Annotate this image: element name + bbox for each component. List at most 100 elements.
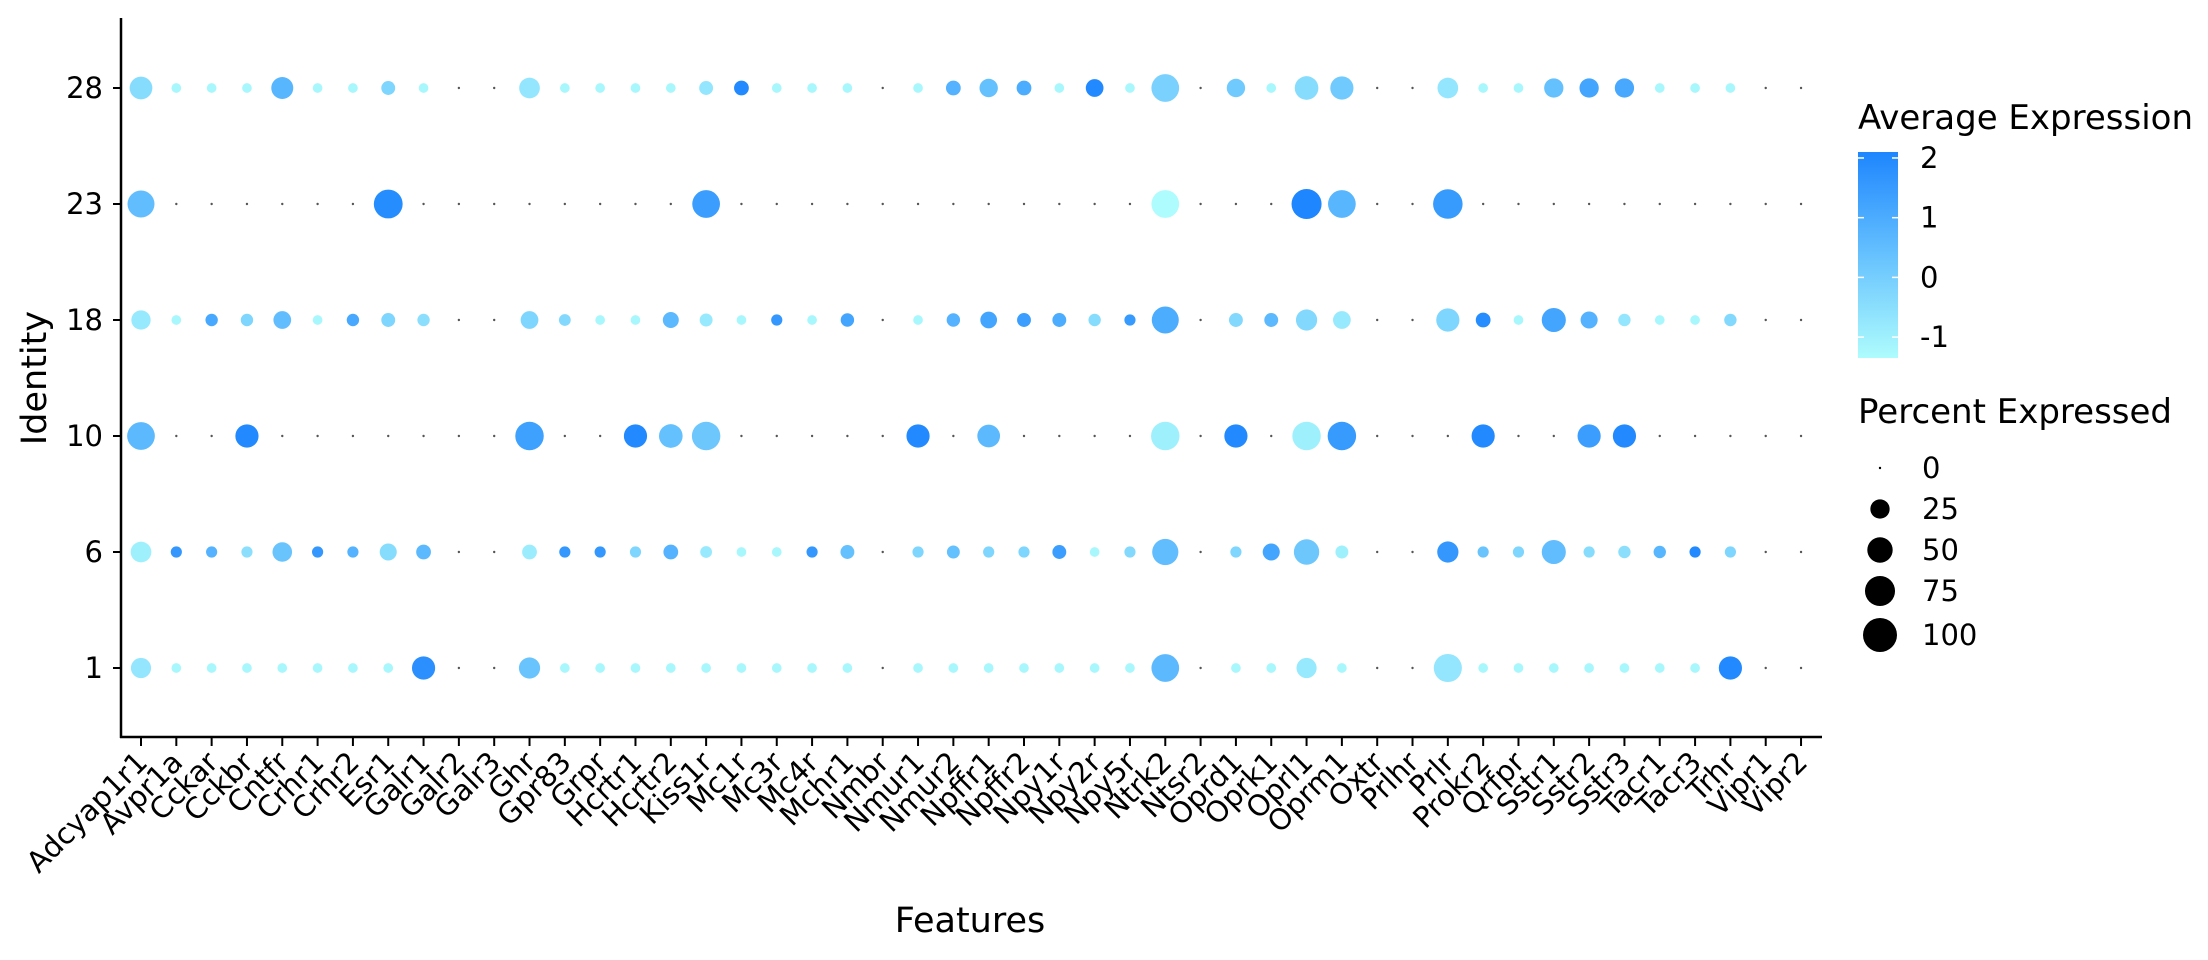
dot-ghr-23 bbox=[528, 202, 531, 206]
dot-oprk1-6 bbox=[1262, 543, 1280, 561]
dot-galr3-10 bbox=[493, 434, 496, 438]
dot-oxtr-28 bbox=[1376, 86, 1379, 90]
dot-sstr3-6 bbox=[1618, 545, 1631, 559]
dot-galr1-28 bbox=[418, 83, 429, 93]
dot-gpr83-18 bbox=[558, 314, 571, 326]
dot-hcrtr2-1 bbox=[665, 663, 676, 673]
dot-oprk1-10 bbox=[1270, 434, 1273, 438]
dot-oxtr-6 bbox=[1376, 550, 1379, 554]
dot-npy2r-28 bbox=[1085, 79, 1104, 97]
dot-hcrtr1-1 bbox=[630, 663, 641, 673]
dot-qrfpr-6 bbox=[1512, 546, 1525, 558]
dot-prlhr-23 bbox=[1411, 202, 1414, 206]
dot-hcrtr2-23 bbox=[669, 202, 672, 206]
dot-prokr2-6 bbox=[1477, 546, 1489, 558]
dot-crhr1-6 bbox=[312, 546, 324, 558]
dot-npffr2-6 bbox=[1018, 546, 1030, 558]
dot-avpr1a-18 bbox=[171, 315, 182, 325]
dot-ghr-18 bbox=[520, 311, 539, 329]
dot-prlr-23 bbox=[1433, 189, 1463, 219]
dot-qrfpr-23 bbox=[1517, 202, 1520, 206]
dot-prlr-6 bbox=[1437, 541, 1459, 563]
dot-crhr1-10 bbox=[316, 434, 319, 438]
dot-mchr1-6 bbox=[840, 545, 855, 559]
dot-esr1-10 bbox=[387, 434, 390, 438]
dot-oprl1-18 bbox=[1295, 309, 1318, 331]
dot-grpr-1 bbox=[595, 663, 606, 673]
dot-crhr2-18 bbox=[346, 313, 360, 327]
dot-galr3-18 bbox=[493, 318, 496, 322]
dot-vipr1-1 bbox=[1764, 666, 1767, 670]
x-axis-title: Features bbox=[895, 901, 1046, 941]
dot-galr2-10 bbox=[457, 434, 461, 438]
dot-npffr1-23 bbox=[987, 202, 990, 206]
dot-sstr1-28 bbox=[1544, 78, 1564, 98]
dot-prokr2-1 bbox=[1478, 663, 1489, 673]
dot-mc4r-10 bbox=[810, 434, 814, 438]
dot-galr2-6 bbox=[457, 550, 461, 554]
dot-gpr83-23 bbox=[563, 202, 567, 206]
dot-hcrtr2-18 bbox=[662, 312, 679, 328]
dot-mchr1-28 bbox=[842, 83, 853, 93]
dot-npy2r-10 bbox=[1093, 434, 1096, 438]
dot-sstr1-6 bbox=[1541, 539, 1566, 565]
dot-nmbr-6 bbox=[881, 550, 884, 554]
dot-mc4r-1 bbox=[807, 663, 817, 673]
dot-ntsr2-18 bbox=[1199, 318, 1202, 322]
dot-mc4r-28 bbox=[807, 83, 817, 93]
dot-nmbr-1 bbox=[881, 666, 884, 670]
dot-nmur2-1 bbox=[948, 663, 959, 673]
dot-gpr83-10 bbox=[563, 434, 567, 438]
dot-ntsr2-28 bbox=[1199, 86, 1202, 90]
size-legend-label: 25 bbox=[1922, 492, 1959, 526]
dot-prokr2-18 bbox=[1475, 312, 1491, 328]
dot-ghr-10 bbox=[515, 421, 544, 451]
plot-area: 28 23 18 10 6 1 Adcyap1r1Avpr1aCckarCckbrCntf… bbox=[20, 18, 1822, 879]
dot-hcrtr1-28 bbox=[630, 83, 641, 93]
dot-galr2-18 bbox=[457, 318, 461, 322]
dot-tacr3-18 bbox=[1690, 315, 1700, 325]
dot-vipr1-6 bbox=[1764, 550, 1767, 554]
dot-cckar-23 bbox=[210, 202, 213, 206]
dot-npffr1-1 bbox=[983, 663, 994, 673]
dot-prokr2-10 bbox=[1471, 424, 1495, 448]
dot-ghr-28 bbox=[519, 77, 540, 99]
dot-prokr2-23 bbox=[1481, 202, 1485, 206]
dot-npy5r-10 bbox=[1128, 434, 1132, 438]
dot-oprm1-23 bbox=[1328, 190, 1356, 218]
dot-tacr1-6 bbox=[1653, 545, 1666, 559]
dot-mc4r-23 bbox=[810, 202, 814, 206]
dot-nmur1-28 bbox=[913, 83, 923, 93]
dot-prlhr-6 bbox=[1411, 550, 1414, 554]
dot-ntsr2-1 bbox=[1199, 666, 1202, 670]
size-legend-dot bbox=[1878, 466, 1882, 470]
dot-sstr2-23 bbox=[1587, 202, 1591, 206]
dot-cckar-10 bbox=[210, 434, 213, 438]
dot-galr1-1 bbox=[411, 656, 436, 680]
dot-trhr-28 bbox=[1725, 83, 1736, 93]
dot-vipr1-23 bbox=[1764, 202, 1767, 206]
dot-galr3-23 bbox=[493, 202, 496, 206]
dot-cntfr-1 bbox=[277, 663, 288, 673]
dot-ntsr2-10 bbox=[1199, 434, 1202, 438]
dot-grpr-23 bbox=[598, 202, 602, 206]
y-tick-label-1: 1 bbox=[85, 651, 103, 685]
dot-oprm1-10 bbox=[1327, 421, 1357, 451]
colorbar-tick-label: 2 bbox=[1920, 141, 1938, 175]
dot-cntfr-10 bbox=[281, 434, 284, 438]
dot-hcrtr1-23 bbox=[634, 202, 637, 206]
colorbar bbox=[1858, 152, 1898, 358]
dot-npy2r-18 bbox=[1088, 313, 1101, 327]
dot-npy1r-1 bbox=[1054, 663, 1065, 673]
dot-oxtr-1 bbox=[1376, 666, 1379, 670]
dot-vipr1-28 bbox=[1764, 86, 1767, 90]
y-tick-label-18: 18 bbox=[66, 303, 103, 337]
dot-adcyap1r1-6 bbox=[130, 541, 152, 563]
dot-prlr-18 bbox=[1436, 308, 1460, 332]
dot-tacr1-23 bbox=[1658, 202, 1661, 206]
dot-vipr2-28 bbox=[1799, 86, 1803, 90]
size-legend-label: 0 bbox=[1922, 451, 1940, 485]
size-legend-dot bbox=[1867, 537, 1893, 563]
dot-prlr-28 bbox=[1437, 77, 1459, 99]
colorbar-tick-label: -1 bbox=[1920, 320, 1949, 354]
